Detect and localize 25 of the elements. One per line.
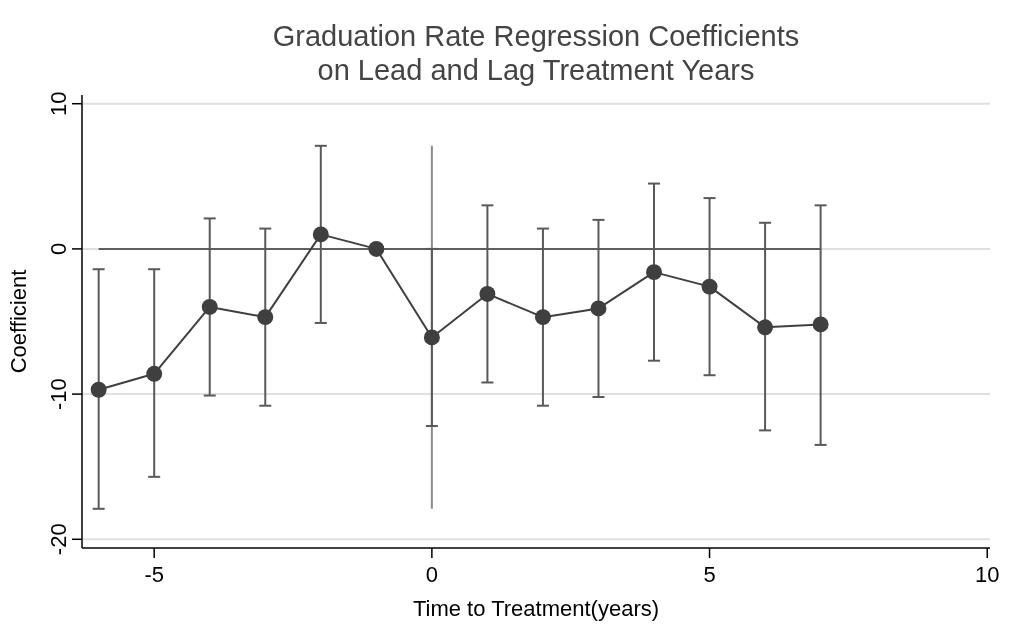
point bbox=[534, 309, 551, 326]
y-tick-label: 10 bbox=[46, 91, 71, 116]
point bbox=[257, 309, 274, 326]
point bbox=[646, 264, 662, 281]
point bbox=[201, 299, 218, 315]
y-tick-label: -20 bbox=[46, 523, 71, 556]
chart-title: Graduation Rate Regression Coefficients on Lead and Lag Treatment Years bbox=[272, 20, 800, 86]
x-tick-label: 5 bbox=[703, 562, 716, 587]
point bbox=[757, 319, 774, 336]
x-tick-label: 0 bbox=[425, 562, 438, 587]
point bbox=[701, 278, 718, 295]
y-tick-label: 0 bbox=[46, 242, 71, 256]
point bbox=[479, 285, 496, 302]
y-axis-title: Coefficient bbox=[6, 269, 31, 374]
point bbox=[368, 240, 385, 257]
y-tick-label: -10 bbox=[46, 378, 71, 410]
point bbox=[590, 300, 607, 317]
point bbox=[90, 381, 107, 398]
point bbox=[423, 329, 440, 346]
x-tick-label: -5 bbox=[144, 562, 164, 587]
x-tick-label: 10 bbox=[974, 562, 1000, 587]
point bbox=[312, 226, 329, 243]
point bbox=[146, 365, 163, 382]
x-axis-title: Time to Treatment(years) bbox=[412, 596, 660, 621]
point bbox=[812, 316, 829, 333]
